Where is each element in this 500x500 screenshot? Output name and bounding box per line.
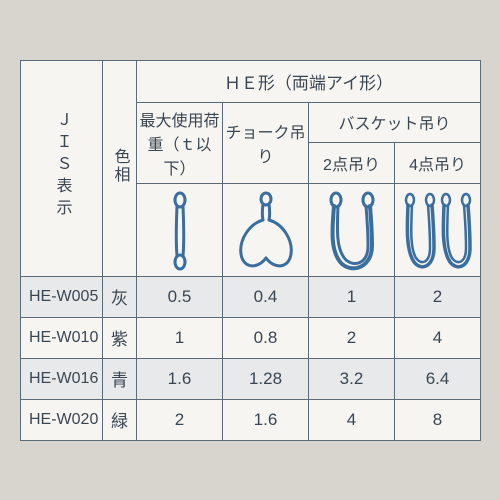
- cell-v1: 1: [137, 317, 223, 358]
- cell-color: 紫: [103, 317, 137, 358]
- cell-v3: 3.2: [309, 358, 395, 399]
- table-row: HE-W020緑21.648: [21, 399, 481, 440]
- spec-table: ＪＩＳ表示 色相 ＨＥ形（両端アイ形） 最大使用荷重（ｔ以下） チョーク吊り バ…: [20, 60, 481, 441]
- cell-code: HE-W016: [21, 358, 103, 399]
- cell-v4: 6.4: [395, 358, 481, 399]
- icon-choker: [223, 183, 309, 276]
- header-max-load: 最大使用荷重（ｔ以下）: [137, 102, 223, 183]
- header-2pt: 2点吊り: [309, 143, 395, 184]
- cell-v2: 1.28: [223, 358, 309, 399]
- icon-basket-4pt: [395, 183, 481, 276]
- cell-color: 灰: [103, 276, 137, 317]
- cell-v2: 0.8: [223, 317, 309, 358]
- header-he-form: ＨＥ形（両端アイ形）: [137, 60, 481, 102]
- cell-v4: 4: [395, 317, 481, 358]
- cell-v2: 0.4: [223, 276, 309, 317]
- header-jis: ＪＩＳ表示: [21, 60, 103, 276]
- cell-v1: 1.6: [137, 358, 223, 399]
- spec-table-sheet: ＪＩＳ表示 色相 ＨＥ形（両端アイ形） 最大使用荷重（ｔ以下） チョーク吊り バ…: [20, 60, 480, 441]
- cell-v4: 2: [395, 276, 481, 317]
- cell-v4: 8: [395, 399, 481, 440]
- header-choker: チョーク吊り: [223, 102, 309, 183]
- header-basket: バスケット吊り: [309, 102, 481, 143]
- icon-straight: [137, 183, 223, 276]
- cell-v3: 1: [309, 276, 395, 317]
- cell-code: HE-W005: [21, 276, 103, 317]
- header-color: 色相: [103, 60, 137, 276]
- header-4pt: 4点吊り: [395, 143, 481, 184]
- cell-code: HE-W020: [21, 399, 103, 440]
- cell-v2: 1.6: [223, 399, 309, 440]
- cell-code: HE-W010: [21, 317, 103, 358]
- cell-color: 緑: [103, 399, 137, 440]
- cell-color: 青: [103, 358, 137, 399]
- cell-v3: 4: [309, 399, 395, 440]
- cell-v1: 2: [137, 399, 223, 440]
- cell-v1: 0.5: [137, 276, 223, 317]
- icon-basket-2pt: [309, 183, 395, 276]
- table-row: HE-W016青1.61.283.26.4: [21, 358, 481, 399]
- cell-v3: 2: [309, 317, 395, 358]
- table-row: HE-W005灰0.50.412: [21, 276, 481, 317]
- table-row: HE-W010紫10.824: [21, 317, 481, 358]
